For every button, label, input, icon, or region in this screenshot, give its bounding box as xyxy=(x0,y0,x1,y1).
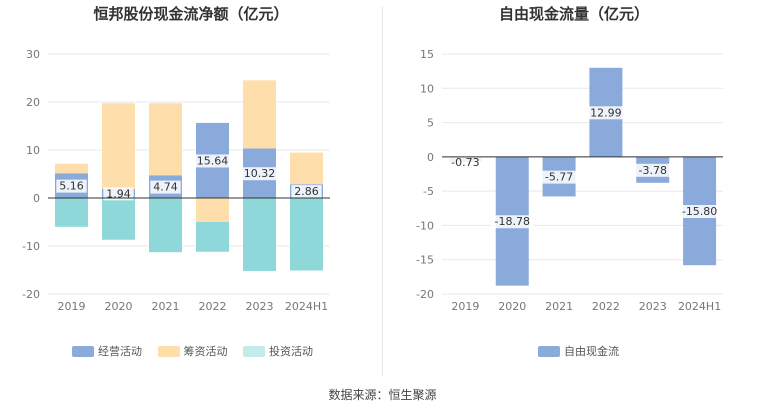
right-y-tick-label: 0 xyxy=(427,151,434,164)
left-data-label: 1.94 xyxy=(106,187,131,200)
left-data-label-bg xyxy=(150,180,181,194)
right-x-tick-label: 2021 xyxy=(545,300,573,313)
right-x-tick-label: 2020 xyxy=(498,300,526,313)
left-bar-series1 xyxy=(102,103,135,189)
legend-swatch-financing xyxy=(157,345,180,357)
left-y-tick-label: 0 xyxy=(33,192,40,205)
left-y-tick-label: -20 xyxy=(22,288,40,301)
left-data-label-bg xyxy=(241,167,278,181)
legend-item-free-cash-flow[interactable]: 自由现金流 xyxy=(538,343,619,359)
left-bar-series1 xyxy=(290,152,323,185)
right-x-tick-label: 2024H1 xyxy=(678,300,721,313)
left-y-tick-label: 30 xyxy=(26,48,40,61)
left-legend: 经营活动 筹资活动 投资活动 xyxy=(72,343,325,360)
right-data-label: -0.73 xyxy=(451,156,479,169)
left-data-label-bg xyxy=(56,179,87,193)
legend-item-investing[interactable]: 投资活动 xyxy=(243,343,313,359)
left-data-label: 4.74 xyxy=(153,181,178,194)
left-data-label-bg xyxy=(103,187,134,201)
right-y-tick-label: 5 xyxy=(427,117,434,130)
left-bar-series2 xyxy=(149,198,182,253)
right-data-label-bg xyxy=(587,106,625,120)
legend-label-financing: 筹资活动 xyxy=(183,345,228,358)
legend-swatch-free-cash-flow xyxy=(538,345,560,357)
left-bar-series2 xyxy=(290,198,323,271)
panel-divider xyxy=(382,6,383,376)
legend-item-operating[interactable]: 经营活动 xyxy=(72,343,142,359)
left-x-tick-label: 2019 xyxy=(58,300,86,313)
left-bar-series1 xyxy=(243,80,276,149)
left-x-tick-label: 2022 xyxy=(199,300,227,313)
left-x-tick-label: 2024H1 xyxy=(285,300,328,313)
left-data-label-bg xyxy=(194,154,231,168)
right-y-tick-label: -20 xyxy=(416,288,434,301)
left-bar-series2 xyxy=(243,198,276,271)
left-data-label-bg xyxy=(291,185,322,199)
left-data-label: 2.86 xyxy=(294,185,319,198)
right-y-tick-label: -15 xyxy=(416,254,434,267)
left-bar-series1 xyxy=(149,103,182,176)
right-legend: 自由现金流 xyxy=(538,343,631,360)
left-bar-series2 xyxy=(102,198,135,240)
left-data-label: 15.64 xyxy=(197,154,229,167)
left-x-tick-label: 2021 xyxy=(152,300,180,313)
right-data-label-bg xyxy=(446,155,484,169)
right-data-label-bg xyxy=(490,215,535,229)
legend-label-investing: 投资活动 xyxy=(269,345,313,358)
left-x-tick-label: 2020 xyxy=(105,300,133,313)
right-y-tick-label: -5 xyxy=(423,185,434,198)
right-y-tick-label: -10 xyxy=(416,219,434,232)
right-data-label: -15.80 xyxy=(682,205,717,218)
right-data-label: -18.78 xyxy=(495,215,530,228)
left-x-tick-label: 2023 xyxy=(246,300,274,313)
legend-label-operating: 经营活动 xyxy=(98,345,142,358)
left-y-tick-label: 10 xyxy=(26,144,40,157)
right-x-tick-label: 2019 xyxy=(451,300,479,313)
right-chart-title: 自由现金流量（亿元） xyxy=(498,5,649,23)
right-x-tick-label: 2022 xyxy=(592,300,620,313)
left-bar-series1 xyxy=(55,163,88,174)
data-source-note: 数据来源：恒生聚源 xyxy=(328,388,437,402)
legend-swatch-operating xyxy=(72,345,94,357)
left-chart-title: 恒邦股份现金流净额（亿元） xyxy=(93,5,289,23)
right-data-label-bg xyxy=(634,163,672,177)
left-y-tick-label: 20 xyxy=(26,96,40,109)
right-x-tick-label: 2023 xyxy=(639,300,667,313)
left-bar-series2 xyxy=(196,222,229,252)
legend-item-financing[interactable]: 筹资活动 xyxy=(157,343,228,359)
right-data-label-bg xyxy=(677,205,722,219)
right-data-label: 12.99 xyxy=(590,106,622,119)
right-data-label: -3.78 xyxy=(639,164,667,177)
right-y-tick-label: 15 xyxy=(420,48,434,61)
left-bar-series1 xyxy=(196,198,229,222)
left-y-tick-label: -10 xyxy=(22,240,40,253)
right-data-label-bg xyxy=(540,170,578,184)
legend-swatch-investing xyxy=(243,345,265,357)
left-data-label: 10.32 xyxy=(244,167,276,180)
left-data-label: 5.16 xyxy=(59,180,84,193)
left-bar-series2 xyxy=(55,198,88,227)
right-data-label: -5.77 xyxy=(545,171,573,184)
right-y-tick-label: 10 xyxy=(420,82,434,95)
legend-label-free-cash-flow: 自由现金流 xyxy=(564,345,619,358)
